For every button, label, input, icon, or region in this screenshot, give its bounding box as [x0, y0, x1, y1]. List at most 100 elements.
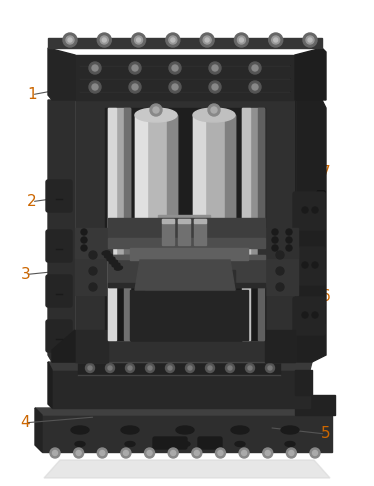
Circle shape	[286, 448, 296, 458]
Circle shape	[252, 65, 258, 71]
Circle shape	[302, 312, 308, 318]
Circle shape	[150, 104, 162, 116]
Polygon shape	[135, 115, 177, 230]
Circle shape	[248, 366, 252, 370]
FancyBboxPatch shape	[153, 437, 187, 449]
FancyBboxPatch shape	[293, 297, 325, 335]
Ellipse shape	[180, 441, 190, 447]
Text: 7: 7	[321, 165, 330, 180]
Polygon shape	[155, 255, 225, 270]
Polygon shape	[75, 228, 112, 258]
Circle shape	[145, 364, 154, 372]
Polygon shape	[108, 218, 265, 238]
Ellipse shape	[114, 263, 120, 267]
Circle shape	[266, 364, 275, 372]
Ellipse shape	[75, 441, 85, 447]
Text: 2: 2	[27, 194, 37, 209]
FancyBboxPatch shape	[46, 320, 72, 352]
Text: 4: 4	[21, 416, 30, 430]
Ellipse shape	[110, 260, 116, 264]
Circle shape	[121, 448, 131, 458]
Circle shape	[135, 36, 142, 44]
Circle shape	[88, 366, 92, 370]
Polygon shape	[48, 100, 75, 362]
Circle shape	[209, 81, 221, 93]
Circle shape	[171, 38, 175, 42]
Circle shape	[169, 36, 177, 44]
Ellipse shape	[107, 254, 113, 258]
Circle shape	[52, 451, 58, 455]
Circle shape	[186, 364, 194, 372]
Circle shape	[286, 245, 292, 251]
Circle shape	[312, 312, 318, 318]
Circle shape	[276, 283, 284, 291]
Circle shape	[286, 237, 292, 243]
Circle shape	[63, 33, 77, 47]
Ellipse shape	[109, 257, 115, 261]
Circle shape	[168, 448, 178, 458]
Circle shape	[171, 451, 176, 455]
Polygon shape	[295, 100, 326, 362]
FancyBboxPatch shape	[317, 191, 325, 209]
Circle shape	[312, 262, 318, 268]
Circle shape	[245, 364, 254, 372]
Circle shape	[172, 84, 178, 90]
Circle shape	[263, 448, 273, 458]
Circle shape	[68, 38, 72, 42]
Circle shape	[226, 364, 234, 372]
Circle shape	[50, 448, 60, 458]
Circle shape	[211, 107, 217, 113]
Polygon shape	[108, 255, 265, 287]
Circle shape	[97, 33, 111, 47]
Circle shape	[272, 229, 278, 235]
Circle shape	[252, 84, 258, 90]
Polygon shape	[105, 108, 265, 340]
Circle shape	[303, 33, 317, 47]
Polygon shape	[158, 215, 210, 253]
Circle shape	[81, 245, 87, 251]
Ellipse shape	[107, 257, 113, 261]
Circle shape	[218, 451, 223, 455]
Circle shape	[132, 65, 138, 71]
Circle shape	[249, 62, 261, 74]
Polygon shape	[35, 408, 335, 415]
Circle shape	[108, 366, 112, 370]
Circle shape	[100, 36, 108, 44]
Polygon shape	[108, 255, 265, 259]
Polygon shape	[242, 108, 264, 340]
Circle shape	[272, 245, 278, 251]
Circle shape	[268, 366, 272, 370]
Circle shape	[86, 364, 95, 372]
FancyBboxPatch shape	[317, 306, 325, 324]
Polygon shape	[178, 219, 190, 223]
Circle shape	[269, 33, 283, 47]
Circle shape	[123, 451, 128, 455]
Circle shape	[66, 36, 74, 44]
Circle shape	[188, 366, 192, 370]
Polygon shape	[295, 395, 335, 415]
Circle shape	[276, 251, 284, 259]
Circle shape	[76, 451, 81, 455]
Polygon shape	[258, 108, 264, 340]
Circle shape	[132, 84, 138, 90]
Polygon shape	[194, 219, 206, 223]
Circle shape	[169, 62, 181, 74]
Circle shape	[144, 448, 154, 458]
Circle shape	[92, 84, 98, 90]
FancyBboxPatch shape	[46, 275, 72, 307]
Circle shape	[89, 251, 97, 259]
Ellipse shape	[176, 426, 194, 434]
Ellipse shape	[193, 108, 235, 122]
FancyBboxPatch shape	[46, 230, 72, 262]
Polygon shape	[75, 100, 295, 362]
Circle shape	[272, 36, 280, 44]
Circle shape	[209, 62, 221, 74]
Circle shape	[129, 81, 141, 93]
Circle shape	[208, 104, 220, 116]
Circle shape	[308, 38, 312, 42]
Circle shape	[302, 207, 308, 213]
Circle shape	[126, 364, 135, 372]
Ellipse shape	[117, 266, 122, 270]
Polygon shape	[162, 219, 174, 223]
Circle shape	[272, 237, 278, 243]
